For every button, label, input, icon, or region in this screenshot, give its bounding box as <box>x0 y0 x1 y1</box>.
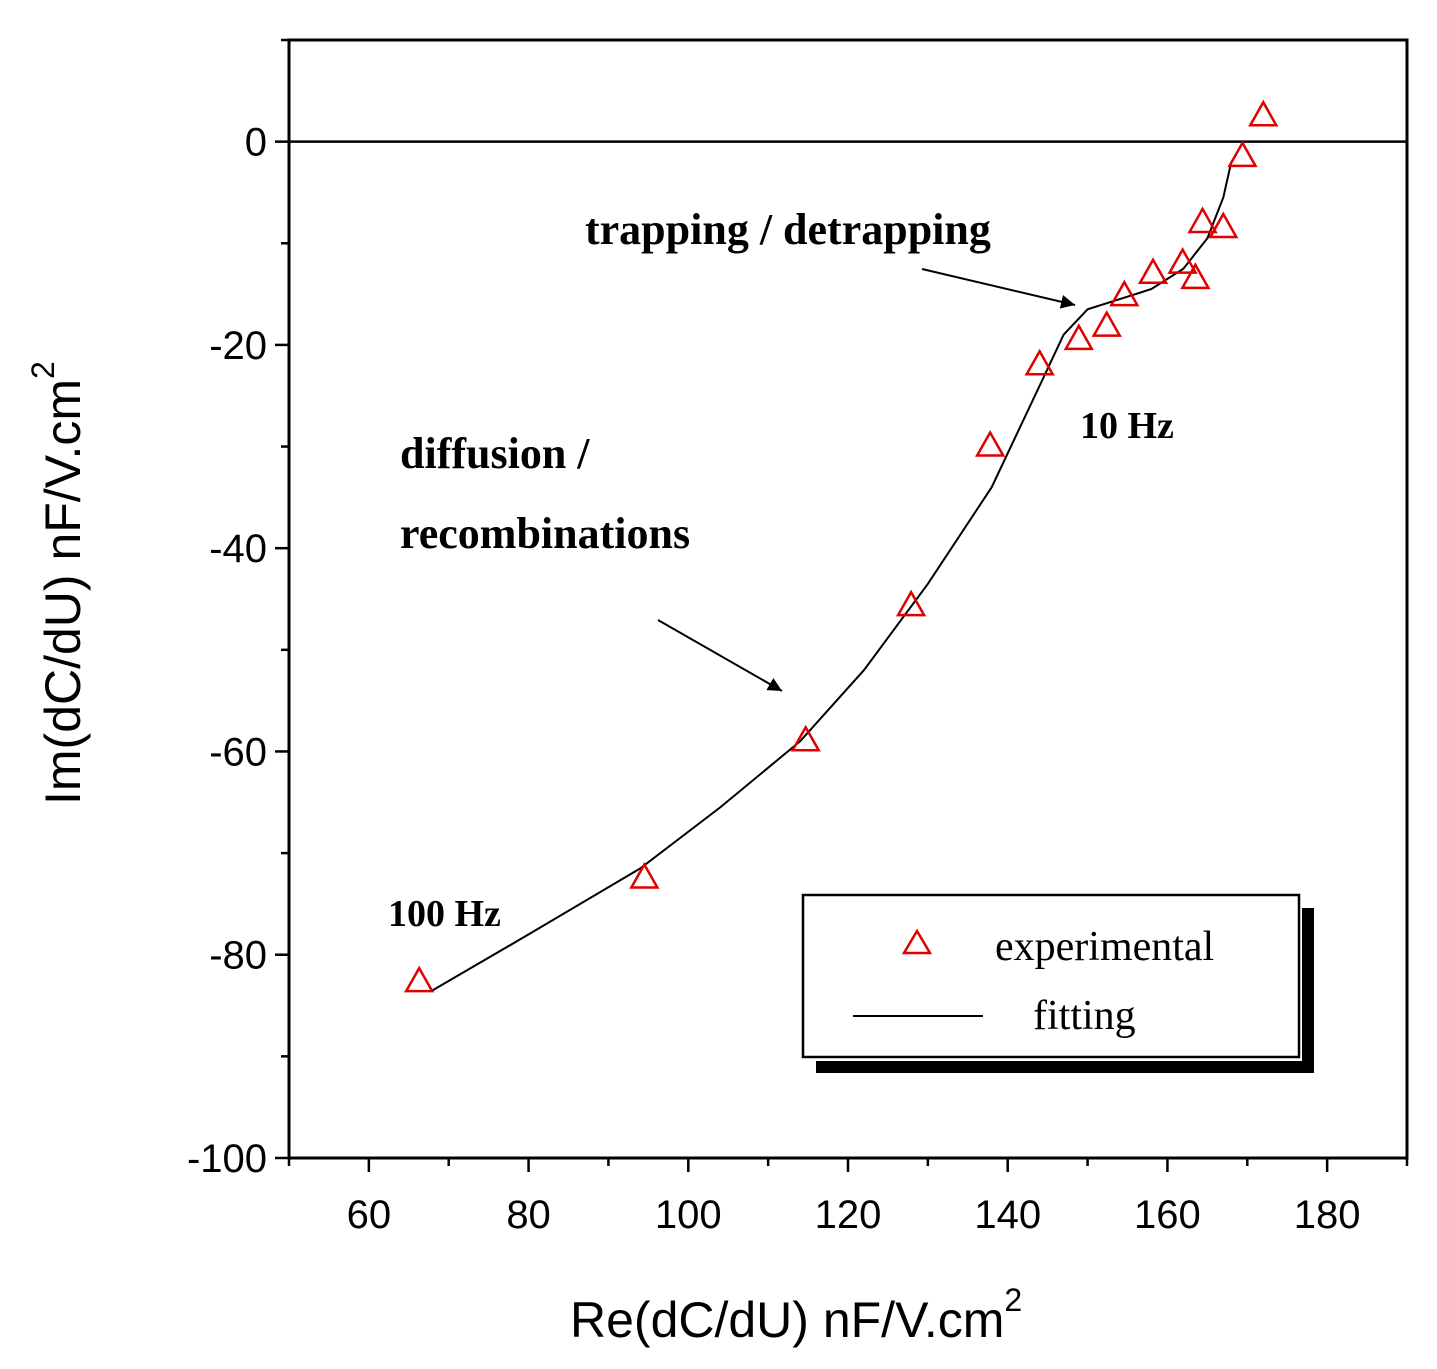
data-point <box>404 965 435 993</box>
x-tick-label: 160 <box>1134 1193 1201 1237</box>
legend-box <box>801 893 1301 1059</box>
annotation-diffusion: diffusion / <box>400 429 590 478</box>
annotation-trapping: trapping / detrapping <box>585 205 991 254</box>
annotation-diffusion-arrow <box>657 619 783 692</box>
legend-marker-experimental <box>901 928 933 955</box>
x-tick-label: 120 <box>815 1193 882 1237</box>
data-point <box>1208 211 1239 239</box>
data-point <box>1063 323 1094 351</box>
legend-label-fitting: fitting <box>1033 993 1136 1039</box>
y-tick-label: -40 <box>209 527 267 571</box>
data-point <box>895 589 927 617</box>
x-tick-label: 180 <box>1294 1193 1361 1237</box>
x-tick-label: 60 <box>347 1193 392 1237</box>
legend-shadow-bottom <box>816 1061 1314 1073</box>
x-tick-label: 140 <box>974 1193 1041 1237</box>
y-tick-label: -100 <box>187 1137 267 1181</box>
legend-label-experimental: experimental <box>995 924 1214 970</box>
x-axis-title-superscript: 2 <box>1004 1282 1022 1318</box>
x-tick-label: 80 <box>506 1193 551 1237</box>
data-point <box>1187 206 1218 234</box>
data-point <box>1137 257 1169 285</box>
annotation-recombinations: recombinations <box>400 509 690 558</box>
x-tick-label: 100 <box>655 1193 722 1237</box>
y-axis-title-superscript: 2 <box>25 361 61 379</box>
annotation-10hz: 10 Hz <box>1080 405 1174 447</box>
annotation-trapping-arrow <box>921 268 1076 309</box>
y-axis: 0 -20 -40 -60 -80 -100 <box>187 38 289 1181</box>
x-axis: 60 80 100 120 140 160 180 <box>287 1158 1409 1237</box>
data-point <box>1227 140 1258 168</box>
y-tick-label: -20 <box>209 324 267 368</box>
data-point <box>790 724 821 752</box>
data-point <box>1091 310 1122 337</box>
annotation-100hz: 100 Hz <box>388 893 501 935</box>
data-point <box>1167 247 1198 274</box>
data-point <box>1248 99 1279 127</box>
y-tick-label: -80 <box>209 934 267 978</box>
y-axis-title: Im(dC/dU) nF/V.cm2 <box>25 361 91 805</box>
y-tick-label: -60 <box>209 730 267 774</box>
data-point <box>975 430 1006 457</box>
legend-shadow-right <box>1302 908 1314 1070</box>
data-point <box>1109 279 1140 307</box>
data-point <box>629 861 660 889</box>
fitting-line <box>432 161 1233 992</box>
legend: experimental fitting <box>801 893 1314 1073</box>
data-point <box>1180 262 1211 290</box>
x-axis-title: Re(dC/dU) nF/V.cm2 <box>570 1282 1022 1348</box>
data-point <box>1024 348 1055 376</box>
y-tick-label: 0 <box>245 121 267 165</box>
